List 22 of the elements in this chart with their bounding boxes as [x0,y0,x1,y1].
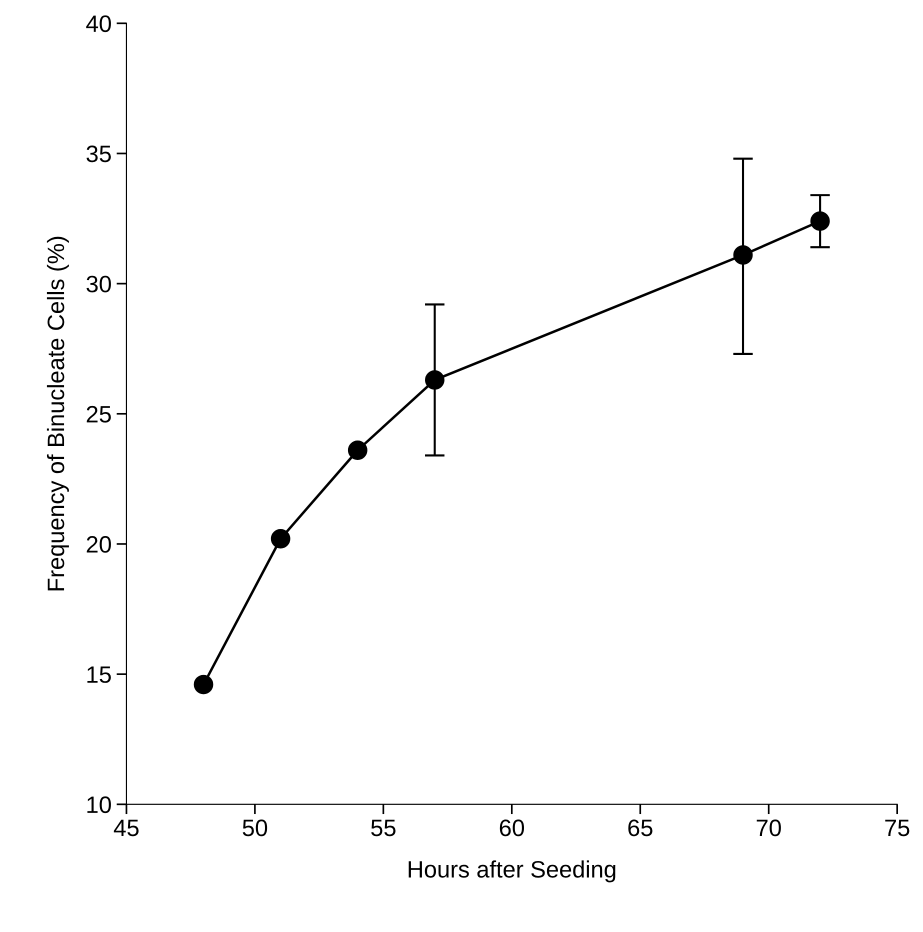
x-axis-title: Hours after Seeding [408,860,616,882]
x-tick-label: 55 [371,820,396,836]
point [733,245,753,265]
y-tick-label: 25 [86,406,111,423]
y-tick-label: 30 [86,276,111,292]
y-tick-label: 40 [86,15,111,32]
y-tick-label: 20 [86,536,111,553]
y-tick-label: 15 [87,666,111,683]
x-tick-label: 50 [242,820,268,836]
point [348,440,368,460]
y-tick-label: 35 [86,146,111,162]
x-tick-label: 75 [885,820,910,836]
x-tick-label: 70 [756,820,781,836]
y-axis-title: Frequency of Binucleate Cells (%) [46,236,69,590]
point [810,211,830,231]
x-tick-label: 45 [114,820,139,836]
point [194,674,214,694]
x-tick-label: 65 [628,820,652,836]
y-tick-label: 10 [87,796,111,814]
point [425,370,444,390]
point [270,529,290,548]
x-tick-label: 60 [500,820,524,836]
